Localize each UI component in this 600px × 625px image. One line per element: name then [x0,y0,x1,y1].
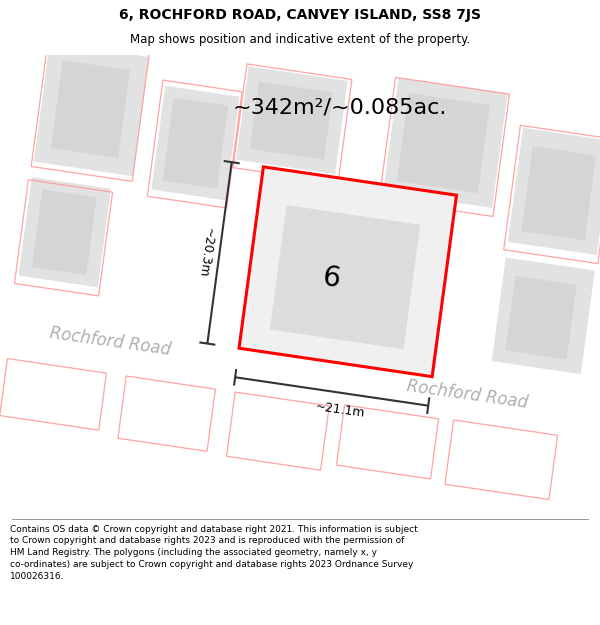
Polygon shape [51,60,130,158]
Text: ~342m²/~0.085ac.: ~342m²/~0.085ac. [233,98,447,118]
Polygon shape [383,78,508,208]
Polygon shape [163,98,228,189]
Polygon shape [19,177,111,288]
Text: ~20.3m: ~20.3m [196,227,215,279]
Polygon shape [492,258,595,374]
Polygon shape [239,167,457,377]
Polygon shape [397,93,490,193]
Polygon shape [0,304,589,435]
Polygon shape [250,81,333,160]
Polygon shape [32,189,97,275]
Polygon shape [151,86,239,201]
Polygon shape [505,276,577,359]
Text: Contains OS data © Crown copyright and database right 2021. This information is : Contains OS data © Crown copyright and d… [10,524,418,581]
Polygon shape [508,128,600,255]
Text: 6: 6 [320,263,342,294]
Text: Rochford Road: Rochford Road [49,324,172,359]
Text: Map shows position and indicative extent of the property.: Map shows position and indicative extent… [130,33,470,46]
Text: ~21.1m: ~21.1m [314,401,365,420]
Polygon shape [521,146,596,241]
Polygon shape [34,42,149,176]
Polygon shape [236,66,347,174]
Text: 6, ROCHFORD ROAD, CANVEY ISLAND, SS8 7JS: 6, ROCHFORD ROAD, CANVEY ISLAND, SS8 7JS [119,8,481,22]
Text: Rochford Road: Rochford Road [406,377,529,412]
Polygon shape [270,205,420,349]
